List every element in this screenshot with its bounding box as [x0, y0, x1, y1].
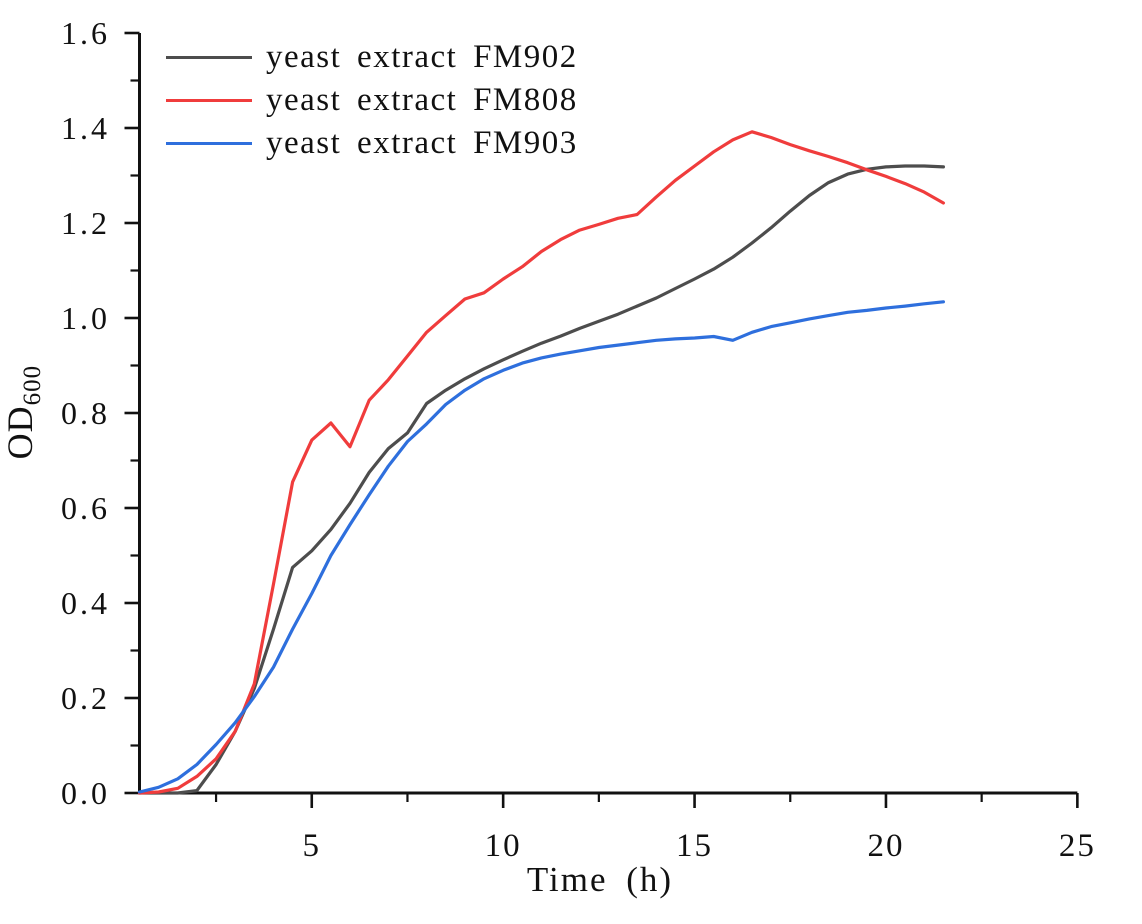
series-line-0 [137, 164, 946, 795]
y-tick-label: 1.6 [61, 15, 110, 51]
legend-label-fm808: yeast extract FM808 [266, 82, 578, 118]
series-line-1 [137, 130, 946, 795]
legend-entry-fm903: yeast extract FM903 [166, 122, 578, 165]
x-tick-label: 20 [867, 828, 904, 864]
legend-label-fm902: yeast extract FM902 [266, 39, 578, 75]
x-tick-label: 15 [676, 828, 713, 864]
y-tick-label: 1.4 [61, 110, 110, 146]
y-tick-label: 0.4 [61, 585, 110, 621]
legend-line-fm903 [166, 142, 252, 145]
y-axis-title-main: OD [0, 405, 40, 460]
x-tick-label: 5 [303, 828, 322, 864]
legend-line-fm808 [166, 99, 252, 102]
legend-entry-fm808: yeast extract FM808 [166, 79, 578, 122]
y-tick-label: 0.6 [61, 490, 110, 526]
y-tick-label: 1.2 [61, 205, 110, 241]
y-axis-title: OD600 [0, 327, 47, 497]
legend-label-fm903: yeast extract FM903 [266, 125, 578, 161]
legend-entry-fm902: yeast extract FM902 [166, 36, 578, 79]
x-tick-label: 10 [485, 828, 522, 864]
series-line-2 [137, 300, 946, 794]
y-tick-label: 0.2 [61, 680, 110, 716]
legend: yeast extract FM902 yeast extract FM808 … [166, 36, 578, 165]
x-axis-title: Time (h) [526, 860, 674, 899]
y-tick-label: 0.0 [61, 775, 110, 811]
x-tick-label: 25 [1059, 828, 1096, 864]
y-tick-label: 0.8 [61, 395, 110, 431]
y-tick-label: 1.0 [61, 300, 110, 336]
y-axis-title-subscript: 600 [19, 364, 47, 406]
legend-line-fm902 [166, 56, 252, 59]
